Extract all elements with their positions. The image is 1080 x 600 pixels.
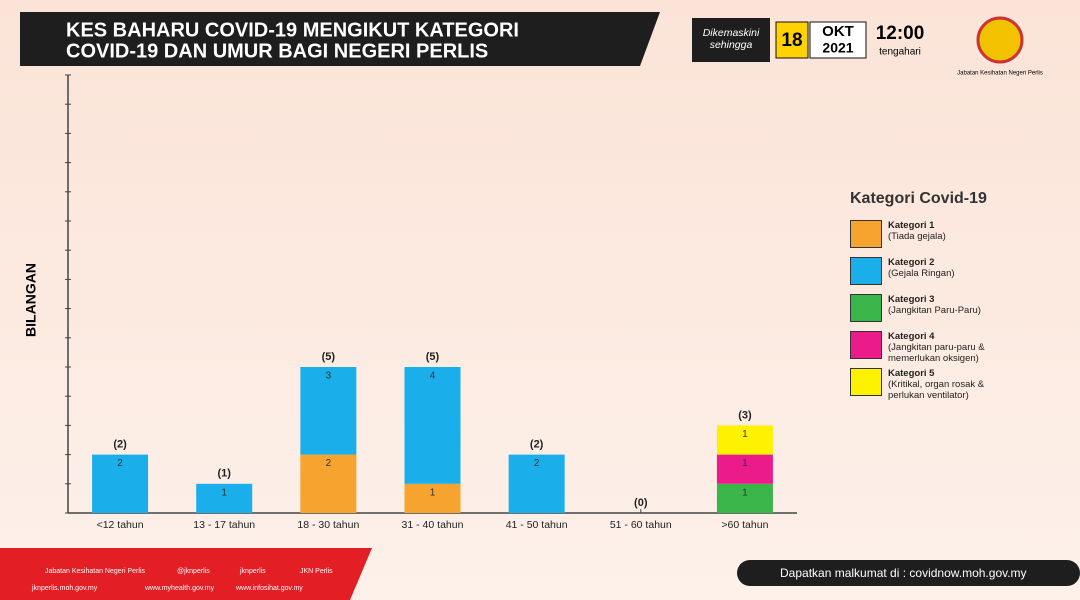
- data-label: 4: [430, 371, 436, 382]
- social: Jabatan Kesihatan Negeri Perlis: [45, 568, 146, 575]
- bar-segment: [508, 454, 565, 513]
- bar-segment: [300, 367, 357, 455]
- bar-segment: [300, 454, 357, 513]
- data-label: 2: [326, 458, 332, 469]
- data-label: 1: [742, 429, 748, 440]
- title-banner: [20, 12, 660, 66]
- legend-item: Kategori 3 (Jangkitan Paru-Paru): [850, 294, 1018, 322]
- bar-segment: [716, 454, 773, 484]
- y-axis-label: BILANGAN: [23, 263, 39, 337]
- legend-text: Kategori 2 (Gejala Ringan): [888, 257, 1018, 285]
- legend-text: Kategori 4 (Jangkitan paru-paru & memerlu…: [888, 331, 1018, 364]
- bar-segment: [404, 367, 461, 484]
- legend-swatch: [850, 220, 882, 248]
- legend-item: Kategori 2 (Gejala Ringan): [850, 257, 1018, 285]
- data-label: 1: [742, 458, 748, 469]
- legend-swatch: [850, 368, 882, 396]
- legend-name: Kategori 4: [888, 331, 935, 342]
- month-box: [809, 21, 867, 59]
- data-label: 2: [534, 458, 540, 469]
- x-tick-label: >60 tahun: [721, 519, 768, 531]
- legend-text: Kategori 3 (Jangkitan Paru-Paru): [888, 294, 1018, 322]
- legend-swatch: [850, 294, 882, 322]
- legend-text: Kategori 5 (Kritikal, organ rosak & perlu…: [888, 368, 1018, 401]
- title-line: KES BAHARU COVID-19 MENGIKUT KATEGORI: [66, 19, 519, 41]
- data-label: 2: [117, 458, 123, 469]
- time: 12:00: [876, 23, 925, 44]
- title-line: COVID-19 DAN UMUR BAGI NEGERI PERLIS: [66, 40, 488, 62]
- data-label: 1: [221, 487, 227, 498]
- bar-segment: [716, 425, 773, 455]
- bar-segment: [92, 454, 149, 513]
- data-label: 1: [430, 487, 436, 498]
- total-label: (2): [530, 439, 544, 451]
- legend-item: Kategori 1 (Tiada gejala): [850, 220, 1018, 248]
- footer-banner: [0, 548, 372, 600]
- updated-label: Dikemaskini sehingga: [702, 27, 760, 51]
- legend-item: Kategori 5 (Kritikal, organ rosak & perlu…: [850, 368, 1018, 401]
- legend-text: Kategori 1 (Tiada gejala): [888, 220, 1018, 248]
- x-tick-label: 51 - 60 tahun: [610, 519, 672, 531]
- legend-description: (Jangkitan paru-paru & memerlukan oksige…: [888, 342, 985, 364]
- legend-description: (Jangkitan Paru-Paru): [888, 305, 981, 316]
- social: JKN Perlis: [300, 568, 333, 575]
- bar-segment: [404, 483, 461, 513]
- legend-description: (Tiada gejala): [888, 231, 946, 242]
- legend-swatch: [850, 331, 882, 359]
- total-label: (2): [113, 439, 127, 451]
- total-label: (0): [634, 497, 648, 509]
- social: jknperlis: [239, 568, 266, 575]
- bar-segment: [716, 483, 773, 513]
- year: 2021: [822, 40, 853, 56]
- x-tick-label: 31 - 40 tahun: [402, 519, 464, 531]
- website: www.myhealth.gov.my: [144, 585, 215, 592]
- day: 18: [781, 30, 802, 51]
- total-label: (5): [322, 351, 336, 363]
- date-box: [692, 18, 770, 62]
- day-box: [775, 21, 809, 59]
- data-label: 1: [742, 487, 748, 498]
- bar-segment: [196, 483, 253, 513]
- logo-caption: Jabatan Kesihatan Negeri Perlis: [957, 71, 1043, 77]
- x-tick-label: <12 tahun: [97, 519, 144, 531]
- social: @jknperlis: [177, 568, 210, 575]
- website: jknperlis.moh.gov.my: [31, 585, 98, 592]
- logo: [976, 16, 1024, 64]
- total-label: (3): [738, 409, 752, 421]
- website: www.infosihat.gov.my: [235, 585, 303, 592]
- x-tick-label: 41 - 50 tahun: [506, 519, 568, 531]
- legend-description: (Kritikal, organ rosak & perlukan ventil…: [888, 379, 985, 401]
- legend-name: Kategori 5: [888, 368, 935, 379]
- legend-name: Kategori 2: [888, 257, 935, 268]
- legend-title: Kategori Covid-19: [850, 190, 987, 207]
- x-tick-label: 18 - 30 tahun: [297, 519, 359, 531]
- x-tick-label: 13 - 17 tahun: [193, 519, 255, 531]
- legend-name: Kategori 3: [888, 294, 935, 305]
- data-label: 3: [326, 371, 332, 382]
- legend-description: (Gejala Ringan): [888, 268, 955, 279]
- legend-item: Kategori 4 (Jangkitan paru-paru & memerlu…: [850, 331, 1018, 364]
- total-label: (5): [426, 351, 440, 363]
- total-label: (1): [217, 468, 231, 480]
- legend-swatch: [850, 257, 882, 285]
- source-banner: [737, 560, 1080, 586]
- source: Dapatkan malkumat di : covidnow.moh.gov.…: [780, 566, 1027, 580]
- legend-name: Kategori 1: [888, 220, 935, 231]
- month: OKT: [822, 23, 854, 40]
- time-note: tengahari: [879, 47, 921, 58]
